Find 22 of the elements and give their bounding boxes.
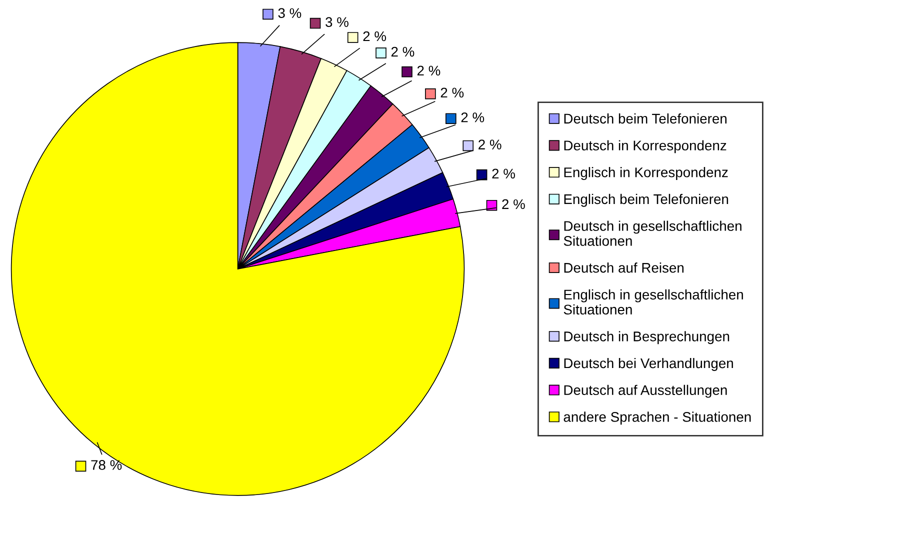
data-label: 2 % (461, 112, 484, 122)
data-label: 2 % (417, 66, 440, 76)
data-label: 3 % (278, 8, 302, 18)
data-label: 78 % (91, 460, 122, 470)
legend-label: Englisch beim Telefonieren (564, 194, 728, 207)
legend-label: Deutsch auf Reisen (564, 262, 684, 273)
legend-label: Deutsch beim Telefonieren (564, 113, 726, 124)
data-label: 2 % (478, 140, 502, 150)
data-label: 2 % (440, 88, 464, 98)
legend-label: Deutsch in gesellschaftlichen Situationen (564, 220, 742, 246)
data-label: 2 % (492, 168, 515, 178)
legend-label: Deutsch bei Verhandlungen (564, 358, 733, 371)
legend-label: Deutsch in Korrespondenz (564, 140, 726, 154)
legend-label: andere Sprachen - Situationen (564, 412, 751, 425)
data-label: 2 % (502, 199, 525, 210)
data-label: 3 % (326, 17, 348, 27)
data-label: 2 % (391, 46, 414, 57)
legend-label: Deutsch auf Ausstellungen (564, 384, 727, 398)
legend-label: Englisch in Korrespondenz (564, 167, 728, 180)
data-label: 2 % (363, 31, 386, 42)
legend-label: Deutsch in Besprechungen (564, 331, 730, 344)
legend-label: Englisch in gesellschaftlichen Situationen (564, 289, 743, 315)
